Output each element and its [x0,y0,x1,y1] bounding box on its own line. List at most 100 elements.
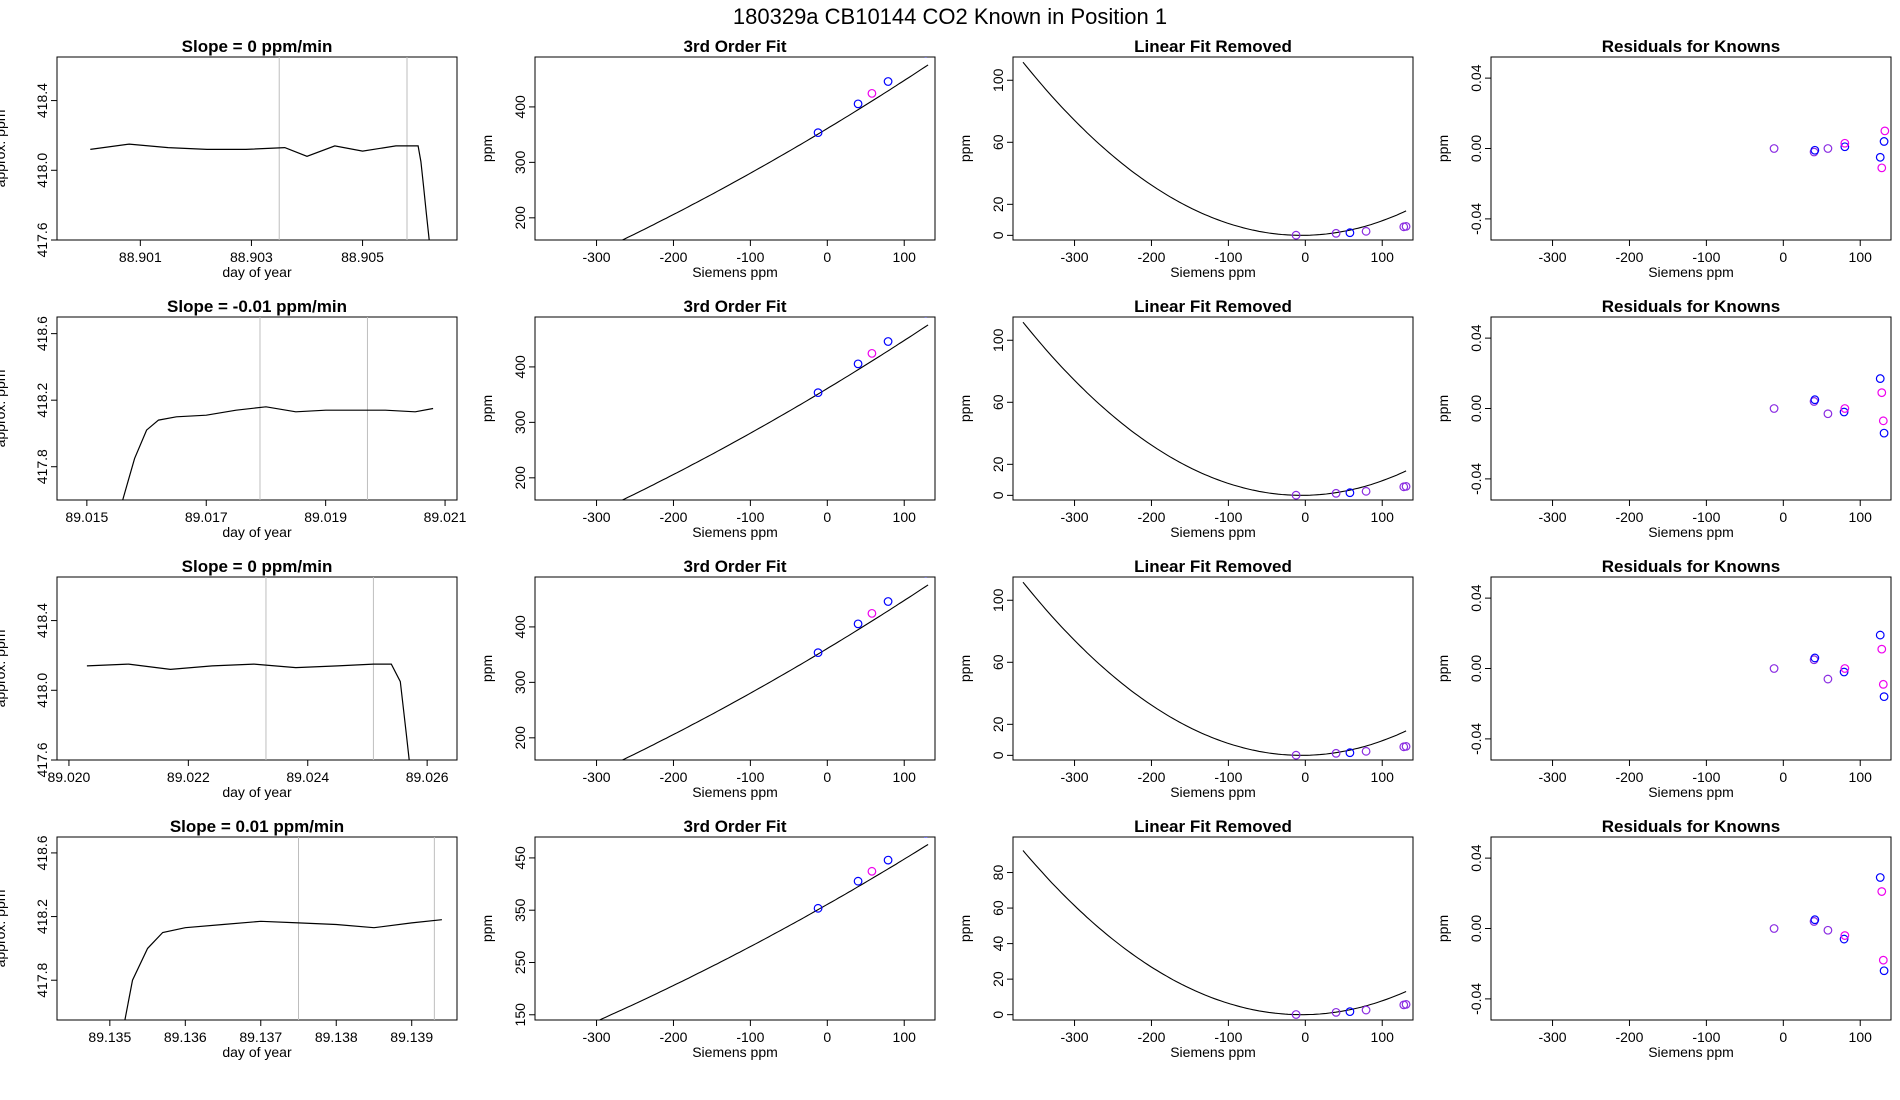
y-tick-label: 300 [512,410,528,434]
y-tick-label: 60 [990,134,1006,150]
x-tick-label: 89.020 [48,769,91,785]
data-point [1361,1005,1371,1015]
x-tick-label: 0 [823,509,831,525]
x-tick-label: -100 [1692,1029,1720,1045]
panel-title: 3rd Order Fit [684,37,787,56]
panel-title: Residuals for Knowns [1602,817,1781,836]
x-tick-label: 0 [1301,509,1309,525]
plot-area [598,837,929,1020]
x-axis-label: day of year [222,1044,292,1060]
fit-curve [598,844,929,1020]
x-tick-label: -300 [1539,1029,1567,1045]
x-tick-label: -300 [1539,509,1567,525]
y-tick-label: 418.4 [34,603,50,638]
data-point [1361,226,1371,236]
plot-area [124,837,442,1020]
x-tick-label: -100 [1214,249,1242,265]
x-axis-label: Siemens ppm [692,264,778,280]
data-point [867,866,877,876]
plot-frame [56,576,458,761]
data-point [1401,999,1411,1009]
data-point [1401,481,1411,491]
y-tick-label: 300 [512,670,528,694]
y-tick-label: 0.04 [1468,64,1484,91]
plot-area [1022,61,1411,240]
data-point [1839,934,1849,944]
y-tick-label: 0.00 [1468,915,1484,942]
x-tick-label: -100 [1214,769,1242,785]
y-tick-label: -0.04 [1468,203,1484,235]
data-point [1345,748,1355,758]
y-tick-label: 418.6 [34,316,50,351]
x-tick-label: 89.017 [185,509,228,525]
x-axis-label: Siemens ppm [692,524,778,540]
x-axis-label: Siemens ppm [692,1044,778,1060]
chart-panel-fit-3: 3rd Order Fit -300 -200 -100 0 100 Siemens ppm… [479,557,936,800]
fit-curve [1022,321,1407,496]
data-point [1878,416,1888,426]
y-tick-label: 300 [512,150,528,174]
y-tick-label: 400 [512,95,528,119]
y-tick-label: 20 [990,196,1006,212]
panel-title: Slope = -0.01 ppm/min [167,297,347,316]
chart-panel-linear-1: Linear Fit Removed -300 -200 -100 0 100 Siemen… [957,37,1414,280]
data-point [1879,966,1889,976]
plot-area [1022,850,1411,1019]
x-axis-label: Siemens ppm [1170,1044,1256,1060]
y-axis-label: ppm [957,395,973,422]
y-axis-label: approx. ppm [0,890,8,968]
chart-panel-linear-4: Linear Fit Removed -300 -200 -100 0 100 Siemen… [957,817,1414,1060]
panel-title: Linear Fit Removed [1134,297,1292,316]
x-tick-label: 0 [1779,769,1787,785]
data-point [1345,488,1355,498]
x-tick-label: -100 [1214,1029,1242,1045]
y-tick-label: 150 [512,1003,528,1027]
data-point [1839,407,1849,417]
series-line [86,663,410,760]
y-tick-label: 400 [512,355,528,379]
x-tick-label: -100 [1692,509,1720,525]
plot-area [621,57,929,240]
data-point [853,359,863,369]
y-tick-label: 418.4 [34,83,50,118]
data-point [1840,142,1850,152]
x-axis-label: day of year [222,264,292,280]
fit-curve [621,584,929,760]
x-tick-label: 100 [893,1029,917,1045]
data-point [1877,388,1887,398]
figure-title: 180329a CB10144 CO2 Known in Position 1 [733,4,1167,29]
y-axis-label: ppm [479,655,495,682]
y-tick-label: 418.6 [34,835,50,870]
data-point [1879,137,1889,146]
y-axis-label: ppm [1435,135,1451,162]
y-tick-label: 40 [990,936,1006,952]
y-tick-label: 0.00 [1468,655,1484,682]
y-axis-label: ppm [479,915,495,942]
data-point [867,608,877,618]
data-point [1823,925,1833,935]
x-tick-label: 89.135 [88,1029,131,1045]
x-tick-label: 100 [1849,509,1873,525]
data-point [1875,374,1885,383]
data-point [1345,228,1355,238]
y-tick-label: 60 [990,394,1006,410]
x-tick-label: 100 [1849,769,1873,785]
data-point [1331,1007,1341,1017]
fit-curve [1022,61,1407,236]
x-tick-label: 100 [1849,1029,1873,1045]
x-tick-label: 88.903 [230,249,273,265]
y-axis-label: ppm [957,655,973,682]
x-tick-label: -300 [583,509,611,525]
x-tick-label: -100 [736,1029,764,1045]
panel-title: Residuals for Knowns [1602,557,1781,576]
chart-panel-time-series-1: Slope = 0 ppm/min 88.901 88.903 88.905 day o… [0,37,458,280]
y-tick-label: 200 [512,726,528,750]
plot-area [1769,374,1889,438]
x-tick-label: -300 [1539,769,1567,785]
chart-panel-linear-2: Linear Fit Removed -300 -200 -100 0 100 Siemen… [957,297,1414,540]
y-axis-label: approx. ppm [0,630,8,708]
data-point [1823,144,1833,153]
chart-panel-time-series-4: Slope = 0.01 ppm/min 89.135 89.136 89.137 89… [0,817,458,1060]
y-tick-label: 20 [990,716,1006,732]
